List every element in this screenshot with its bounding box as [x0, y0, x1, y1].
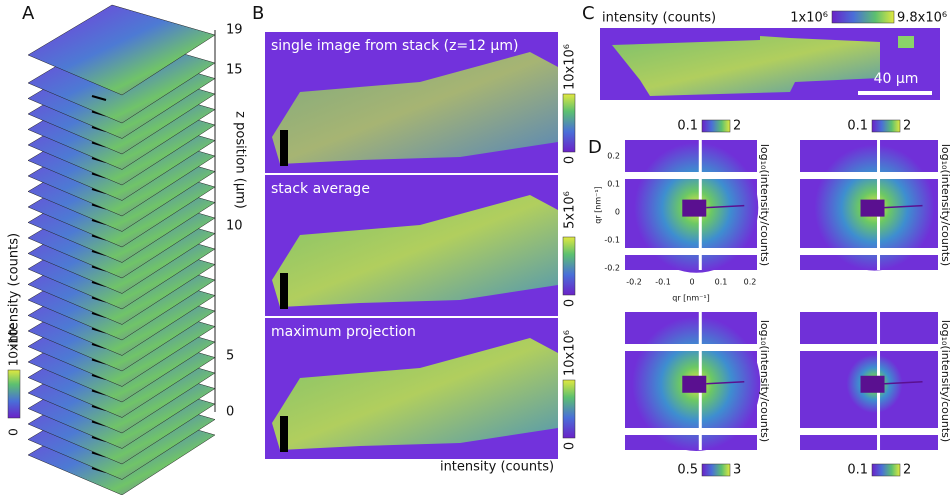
z-tick: 0 [226, 405, 234, 420]
colorbar-max: 10x10⁶ [563, 330, 578, 376]
x-tick-label: -0.2 [626, 278, 642, 287]
colorbar [7, 369, 21, 419]
colorbar [871, 463, 901, 477]
x-tick-label: -0.1 [655, 278, 671, 287]
y-tick-label: -0.1 [604, 236, 620, 245]
beamstop-arm [884, 381, 923, 385]
colorbar [562, 379, 576, 439]
colorbar-min: 1x10⁶ [790, 11, 828, 26]
panel-label: A [22, 3, 35, 24]
x-axis-label: qr [nm⁻¹] [672, 294, 709, 303]
colorbar [701, 463, 731, 477]
scale-bar [280, 416, 288, 452]
gap [800, 172, 938, 179]
y-tick-label: 0.2 [607, 152, 620, 161]
colorbar [562, 236, 576, 296]
y-tick-label: 0 [615, 208, 620, 217]
x-tick-label: 0.1 [715, 278, 728, 287]
beamstop [682, 375, 707, 393]
gap [800, 428, 938, 435]
colorbar-label: intensity (counts) [7, 233, 22, 347]
cell [272, 52, 558, 164]
z-tick: 15 [226, 63, 243, 78]
z-tick: 10 [226, 219, 243, 234]
colorbar-label: log₁₀(intensity/counts) [939, 144, 952, 266]
colorbar-label: intensity (counts) [602, 11, 716, 26]
scale-bar [280, 130, 288, 166]
colorbar-min: 0.1 [847, 463, 868, 478]
gap [625, 172, 757, 179]
panel-label: D [588, 137, 602, 158]
colorbar-max: 3 [733, 463, 741, 478]
x-tick-label: 0 [689, 278, 694, 287]
beamstop [860, 199, 885, 217]
beamstop [860, 375, 885, 393]
colorbar [831, 10, 895, 24]
colorbar-min: 0 [563, 299, 578, 307]
colorbar-max: 10x10⁶ [7, 324, 21, 367]
slice-marker [91, 95, 107, 101]
y-tick-label: 0.1 [607, 180, 620, 189]
colorbar-min: 0.1 [847, 119, 868, 134]
colorbar-label: log₁₀(intensity/counts) [758, 320, 771, 442]
beamstop [682, 199, 707, 217]
gap [625, 344, 757, 351]
gap [625, 428, 757, 435]
image-title: single image from stack (z=12 μm) [271, 38, 518, 54]
fragment [898, 36, 914, 48]
colorbar [871, 119, 901, 133]
panel-b-images: single image from stack (z=12 μm) 10x10⁶ 0… [265, 32, 578, 459]
z-tick: 5 [226, 349, 234, 364]
colorbar-max: 2 [903, 463, 911, 478]
cell [272, 338, 558, 450]
y-axis-label: qr [nm⁻¹] [594, 186, 603, 223]
gap [800, 344, 938, 351]
colorbar-max: 2 [903, 119, 911, 134]
colorbar-min: 0 [7, 428, 21, 436]
colorbar-label: intensity (counts) [440, 460, 554, 475]
y-tick-label: -0.2 [604, 264, 620, 273]
colorbar-min: 0.5 [677, 463, 698, 478]
slice-stack [27, 4, 216, 495]
colorbar-max: 5x10⁶ [563, 191, 578, 229]
gap [800, 248, 938, 255]
panel-d-plots: 0.1 2 log₁₀(intensity/counts) 0.1 2 log₁₀(int… [604, 119, 952, 478]
beamstop-arm [884, 204, 923, 209]
panel-label: C [582, 3, 595, 24]
colorbar-max: 9.8x10⁶ [897, 11, 947, 26]
colorbar-max: 10x10⁶ [563, 44, 578, 90]
cell [612, 36, 880, 96]
panel-label: B [252, 3, 264, 24]
z-tick: 19 [226, 23, 243, 38]
colorbar [562, 93, 576, 153]
colorbar-label: log₁₀(intensity/counts) [939, 320, 952, 442]
colorbar [701, 119, 731, 133]
beamstop-arm [706, 204, 745, 209]
x-tick-label: 0.2 [744, 278, 757, 287]
z-axis-label: z position (μm) [233, 111, 248, 209]
colorbar-min: 0 [563, 156, 578, 164]
colorbar-max: 2 [733, 119, 741, 134]
image-title: stack average [271, 181, 370, 197]
colorbar-label: log₁₀(intensity/counts) [758, 144, 771, 266]
scale-bar [280, 273, 288, 309]
colorbar-min: 0.1 [677, 119, 698, 134]
cell [272, 195, 558, 307]
image-title: maximum projection [271, 324, 416, 340]
beamstop-arm [706, 381, 745, 385]
gap [625, 248, 757, 255]
scale-label: 40 μm [874, 71, 919, 87]
colorbar-min: 0 [563, 442, 578, 450]
